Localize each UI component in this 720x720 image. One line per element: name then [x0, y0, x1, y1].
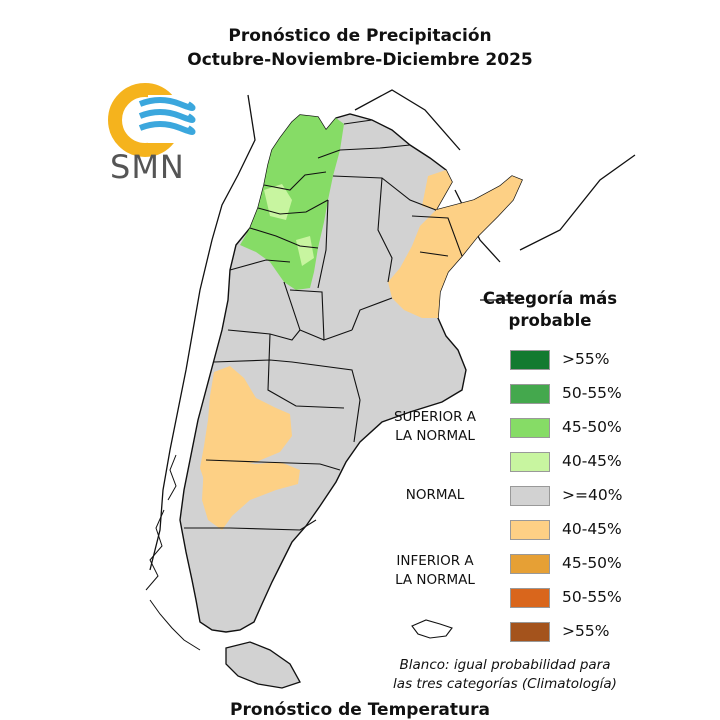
legend-title: Categoría más probable [470, 288, 630, 332]
legend-label: 50-55% [562, 588, 622, 606]
next-map-title: Pronóstico de Temperatura [230, 700, 490, 720]
legend-group-normal: NORMAL [405, 487, 465, 503]
inferior-label-line1: INFERIOR A [396, 553, 474, 569]
inferior-label-line2: LA NORMAL [395, 572, 475, 588]
legend-group-inferior: INFERIOR A LA NORMAL [385, 552, 485, 590]
smn-logo-text: SMN [110, 148, 185, 186]
legend-swatch [510, 418, 550, 438]
legend-swatch [510, 520, 550, 540]
legend-label: >55% [562, 622, 610, 640]
note-line1: Blanco: igual probabilidad para [399, 657, 611, 673]
legend-swatch [510, 384, 550, 404]
inferior-normal-region-ne2 [422, 170, 452, 210]
legend-label: 45-50% [562, 554, 622, 572]
legend-swatch [510, 350, 550, 370]
legend-swatch [510, 486, 550, 506]
legend-label: 50-55% [562, 384, 622, 402]
smn-logo-icon [108, 83, 196, 157]
inferior-normal-region-w [200, 366, 292, 486]
inferior-normal-region-ne [388, 176, 522, 318]
map-subtitle: Octubre-Noviembre-Diciembre 2025 [187, 50, 533, 70]
legend-title-line1: Categoría más [482, 289, 618, 308]
map-title: Pronóstico de Precipitación [228, 26, 492, 46]
legend-label: >=40% [562, 486, 623, 504]
malvinas-islands [411, 619, 453, 639]
climatology-note: Blanco: igual probabilidad para las tres… [360, 656, 650, 694]
legend-swatch [510, 588, 550, 608]
legend-label: >55% [562, 350, 610, 368]
note-line2: las tres categorías (Climatología) [393, 676, 617, 692]
tierra-del-fuego [225, 641, 301, 689]
legend-label: 40-45% [562, 520, 622, 538]
legend-group-superior: SUPERIOR A LA NORMAL [385, 408, 485, 446]
inferior-normal-region-sw [202, 462, 300, 530]
superior-label-line2: LA NORMAL [395, 428, 475, 444]
legend-swatch [510, 622, 550, 642]
legend-title-line2: probable [508, 311, 592, 330]
superior-label-line1: SUPERIOR A [393, 409, 476, 425]
legend-swatch [510, 554, 550, 574]
legend-swatch [510, 452, 550, 472]
province-borders [184, 119, 463, 531]
superior-normal-patch [296, 236, 314, 266]
superior-normal-region [240, 115, 344, 290]
legend-label: 45-50% [562, 418, 622, 436]
chile-islands [145, 454, 201, 651]
legend-label: 40-45% [562, 452, 622, 470]
